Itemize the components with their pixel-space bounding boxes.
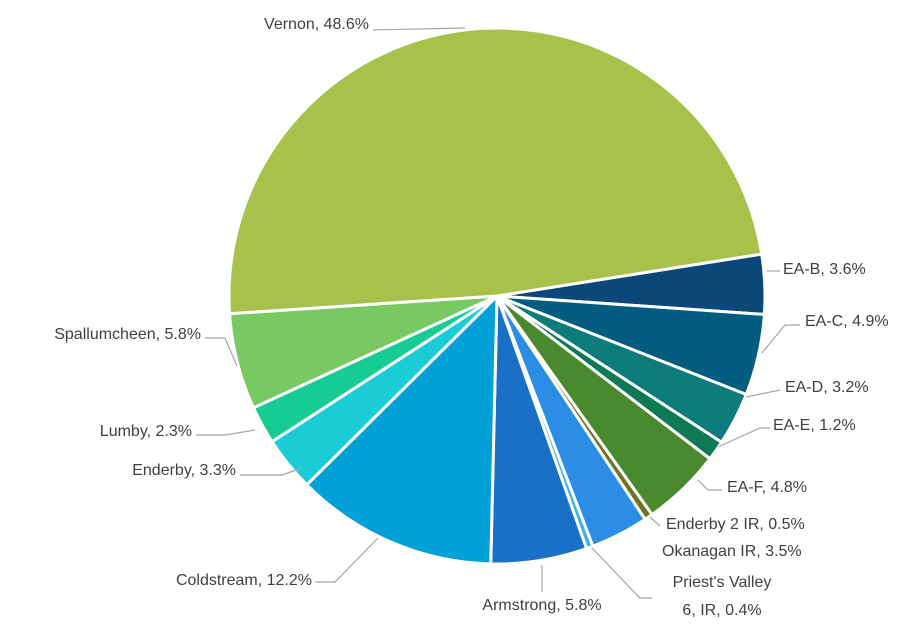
leader-line (315, 537, 379, 583)
leader-line (717, 427, 770, 448)
pie-slice (227, 26, 764, 316)
data-label: Armstrong, 5.8% (482, 597, 601, 614)
leader-line (196, 429, 256, 436)
data-label: Coldstream, 12.2% (176, 572, 312, 589)
leader-line (591, 547, 652, 599)
leader-line (761, 324, 800, 354)
data-label-line: Priest's Valley (673, 574, 772, 591)
leader-line (240, 467, 303, 476)
data-label: EA-E, 1.2% (773, 417, 856, 434)
data-label-line: 6, IR, 0.4% (682, 602, 761, 619)
leader-line (205, 337, 238, 367)
data-label: Okanagan IR, 3.5% (662, 543, 802, 560)
leader-line (649, 516, 661, 527)
data-label: Spallumcheen, 5.8% (54, 326, 201, 343)
leader-line (745, 389, 781, 398)
data-label: Enderby 2 IR, 0.5% (666, 516, 805, 533)
leader-line (372, 27, 466, 31)
data-label: EA-B, 3.6% (783, 261, 866, 278)
data-label: Lumby, 2.3% (100, 423, 192, 440)
pie-slice (304, 292, 499, 566)
data-label: Priest's Valley 6, IR, 0.4% (673, 574, 772, 619)
leader-line (697, 479, 722, 491)
data-label: EA-D, 3.2% (785, 379, 869, 396)
data-label: Enderby, 3.3% (132, 462, 236, 479)
data-label: EA-C, 4.9% (805, 313, 889, 330)
data-label: Vernon, 48.6% (264, 16, 369, 33)
data-label: EA-F, 4.8% (727, 479, 807, 496)
